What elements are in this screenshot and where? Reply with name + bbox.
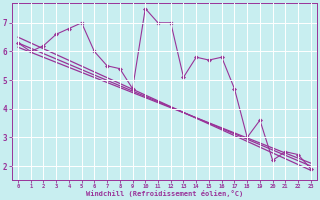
X-axis label: Windchill (Refroidissement éolien,°C): Windchill (Refroidissement éolien,°C)	[86, 190, 243, 197]
